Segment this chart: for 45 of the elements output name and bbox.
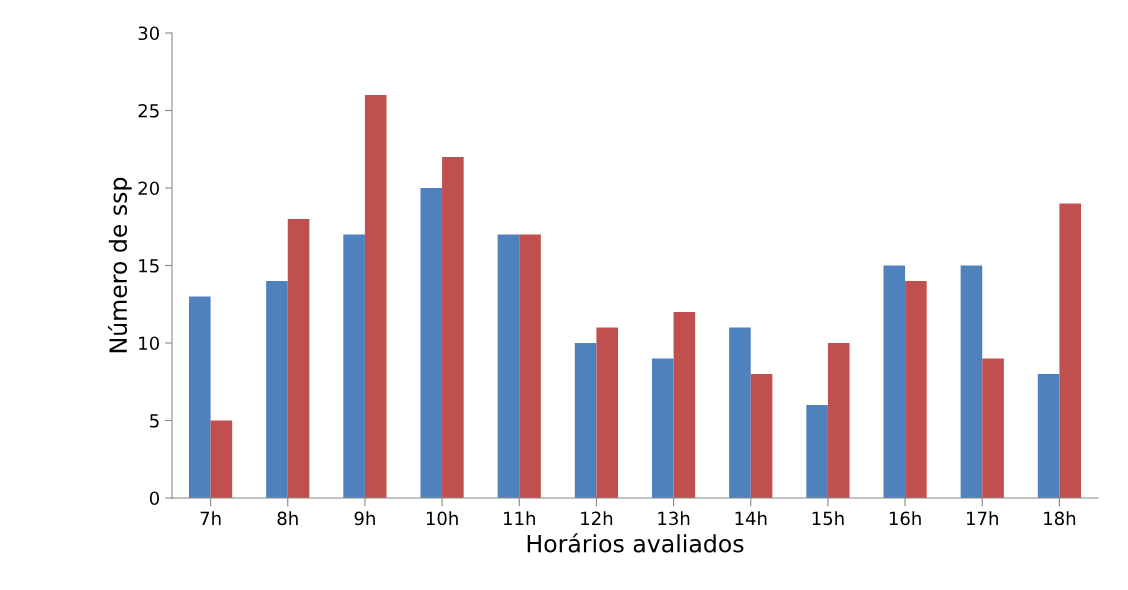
bar: [574, 343, 597, 498]
x-axis-title: Horários avaliados: [527, 533, 744, 553]
bar: [343, 234, 365, 498]
bar: [519, 234, 541, 498]
bar: [210, 420, 233, 498]
y-tick-label: 30: [138, 26, 159, 41]
y-axis-title: Número de ssp: [107, 177, 132, 353]
bar: [750, 374, 773, 498]
y-tick-label: 0: [149, 491, 159, 506]
bar: [442, 157, 464, 498]
x-tick-label: 17h: [967, 511, 998, 525]
x-tick-label: 11h: [504, 511, 535, 525]
bar: [806, 405, 828, 498]
y-tick-label: 20: [138, 181, 159, 196]
x-tick-label: 7h: [200, 511, 221, 525]
bar: [1037, 374, 1060, 498]
x-tick-label: 14h: [735, 511, 767, 525]
x-tick-label: 18h: [1044, 511, 1076, 526]
x-tick-label: 10h: [426, 511, 458, 526]
y-tick-label: 10: [139, 336, 159, 351]
bar: [596, 327, 619, 498]
x-tick-label: 9h: [354, 511, 375, 526]
bar: [364, 95, 387, 498]
bar: [287, 219, 310, 498]
bar: [651, 358, 674, 498]
bar: [1059, 203, 1082, 498]
bar: [960, 265, 983, 498]
bar: [420, 188, 443, 498]
bar: [982, 358, 1004, 498]
bar: [266, 281, 288, 498]
bar: [827, 343, 850, 498]
y-tick-label: 25: [138, 103, 159, 118]
x-tick-label: 12h: [581, 511, 613, 525]
bar: [188, 296, 211, 498]
x-tick-label: 16h: [889, 511, 921, 526]
y-tick-label: 5: [150, 414, 159, 428]
x-tick-label: 15h: [812, 511, 844, 526]
y-tick-label: 15: [139, 259, 159, 273]
bar: [673, 312, 696, 498]
bar: [729, 327, 751, 498]
x-tick-label: 8h: [277, 511, 298, 526]
bar: [497, 234, 520, 498]
x-tick-label: 13h: [658, 511, 690, 526]
bar: [905, 281, 927, 498]
bar: [883, 265, 906, 498]
